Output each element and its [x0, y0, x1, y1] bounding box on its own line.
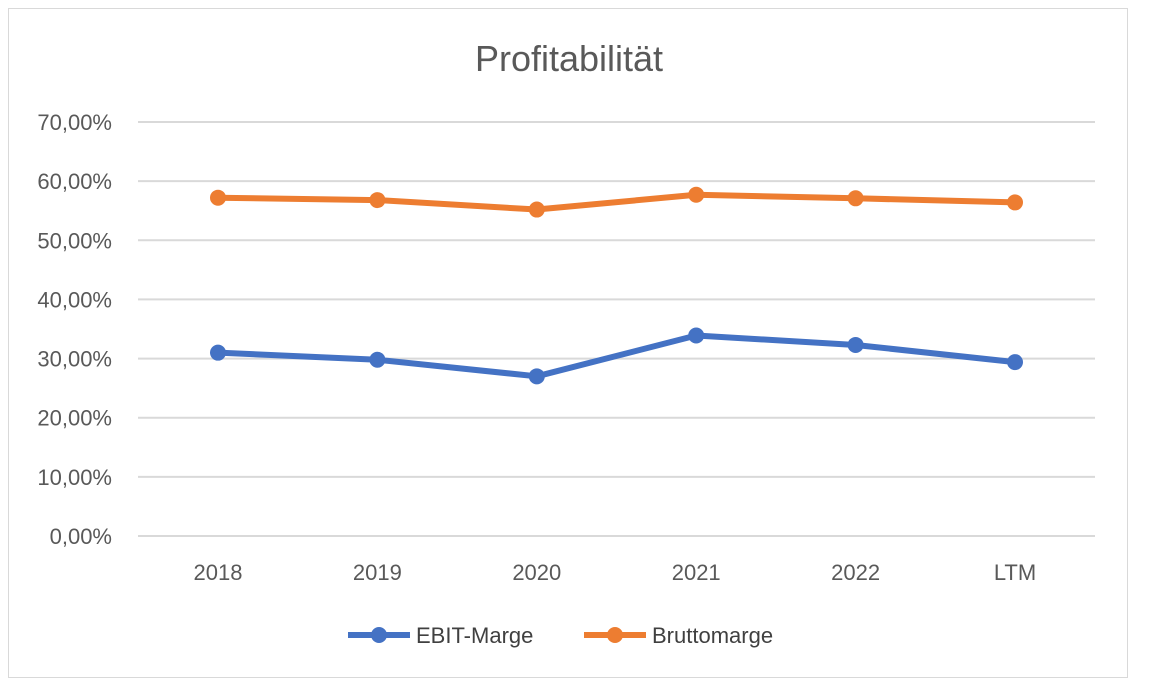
- series-line: [215, 191, 1018, 213]
- legend-marker: [371, 627, 387, 643]
- legend-item: Bruttomarge: [584, 623, 773, 648]
- x-tick-label: 2020: [512, 560, 561, 585]
- legend-item: EBIT-Marge: [348, 623, 533, 648]
- data-point: [1007, 194, 1023, 211]
- series-lines: [210, 186, 1023, 385]
- data-point: [1007, 354, 1023, 371]
- data-point: [528, 368, 545, 385]
- y-tick-label: 20,00%: [37, 406, 112, 431]
- series-1: [210, 186, 1023, 218]
- y-axis-ticks: 0,00% 10,00% 20,00% 30,00% 40,00% 50,00% 60,00…: [37, 110, 112, 549]
- y-tick-label: 70,00%: [37, 110, 112, 135]
- x-tick-label: 2018: [194, 560, 243, 585]
- data-point: [210, 344, 226, 361]
- y-tick-label: 50,00%: [37, 228, 112, 253]
- y-tick-label: 0,00%: [50, 524, 112, 549]
- series-line: [215, 332, 1018, 380]
- data-point: [369, 351, 386, 368]
- data-point: [528, 201, 545, 218]
- data-point: [847, 336, 864, 353]
- legend-label: EBIT-Marge: [416, 623, 533, 648]
- legend-marker: [607, 627, 623, 643]
- legend-label: Bruttomarge: [652, 623, 773, 648]
- grid-lines: [138, 121, 1095, 537]
- x-tick-label: 2019: [353, 560, 402, 585]
- legend: EBIT-Marge Bruttomarge: [348, 623, 773, 648]
- y-tick-label: 40,00%: [37, 287, 112, 312]
- chart-title: Profitabilität: [475, 38, 663, 79]
- data-point: [369, 192, 386, 209]
- y-tick-label: 10,00%: [37, 465, 112, 490]
- data-point: [688, 186, 705, 203]
- x-tick-label: LTM: [994, 560, 1036, 585]
- data-point: [210, 189, 226, 206]
- x-axis-ticks: 2018 2019 2020 2021 2022 LTM: [194, 560, 1037, 585]
- y-tick-label: 60,00%: [37, 169, 112, 194]
- series-0: [210, 327, 1023, 385]
- y-tick-label: 30,00%: [37, 347, 112, 372]
- chart-frame: [8, 8, 1128, 678]
- x-tick-label: 2022: [831, 560, 880, 585]
- x-tick-label: 2021: [672, 560, 721, 585]
- data-point: [688, 327, 705, 344]
- data-point: [847, 190, 864, 207]
